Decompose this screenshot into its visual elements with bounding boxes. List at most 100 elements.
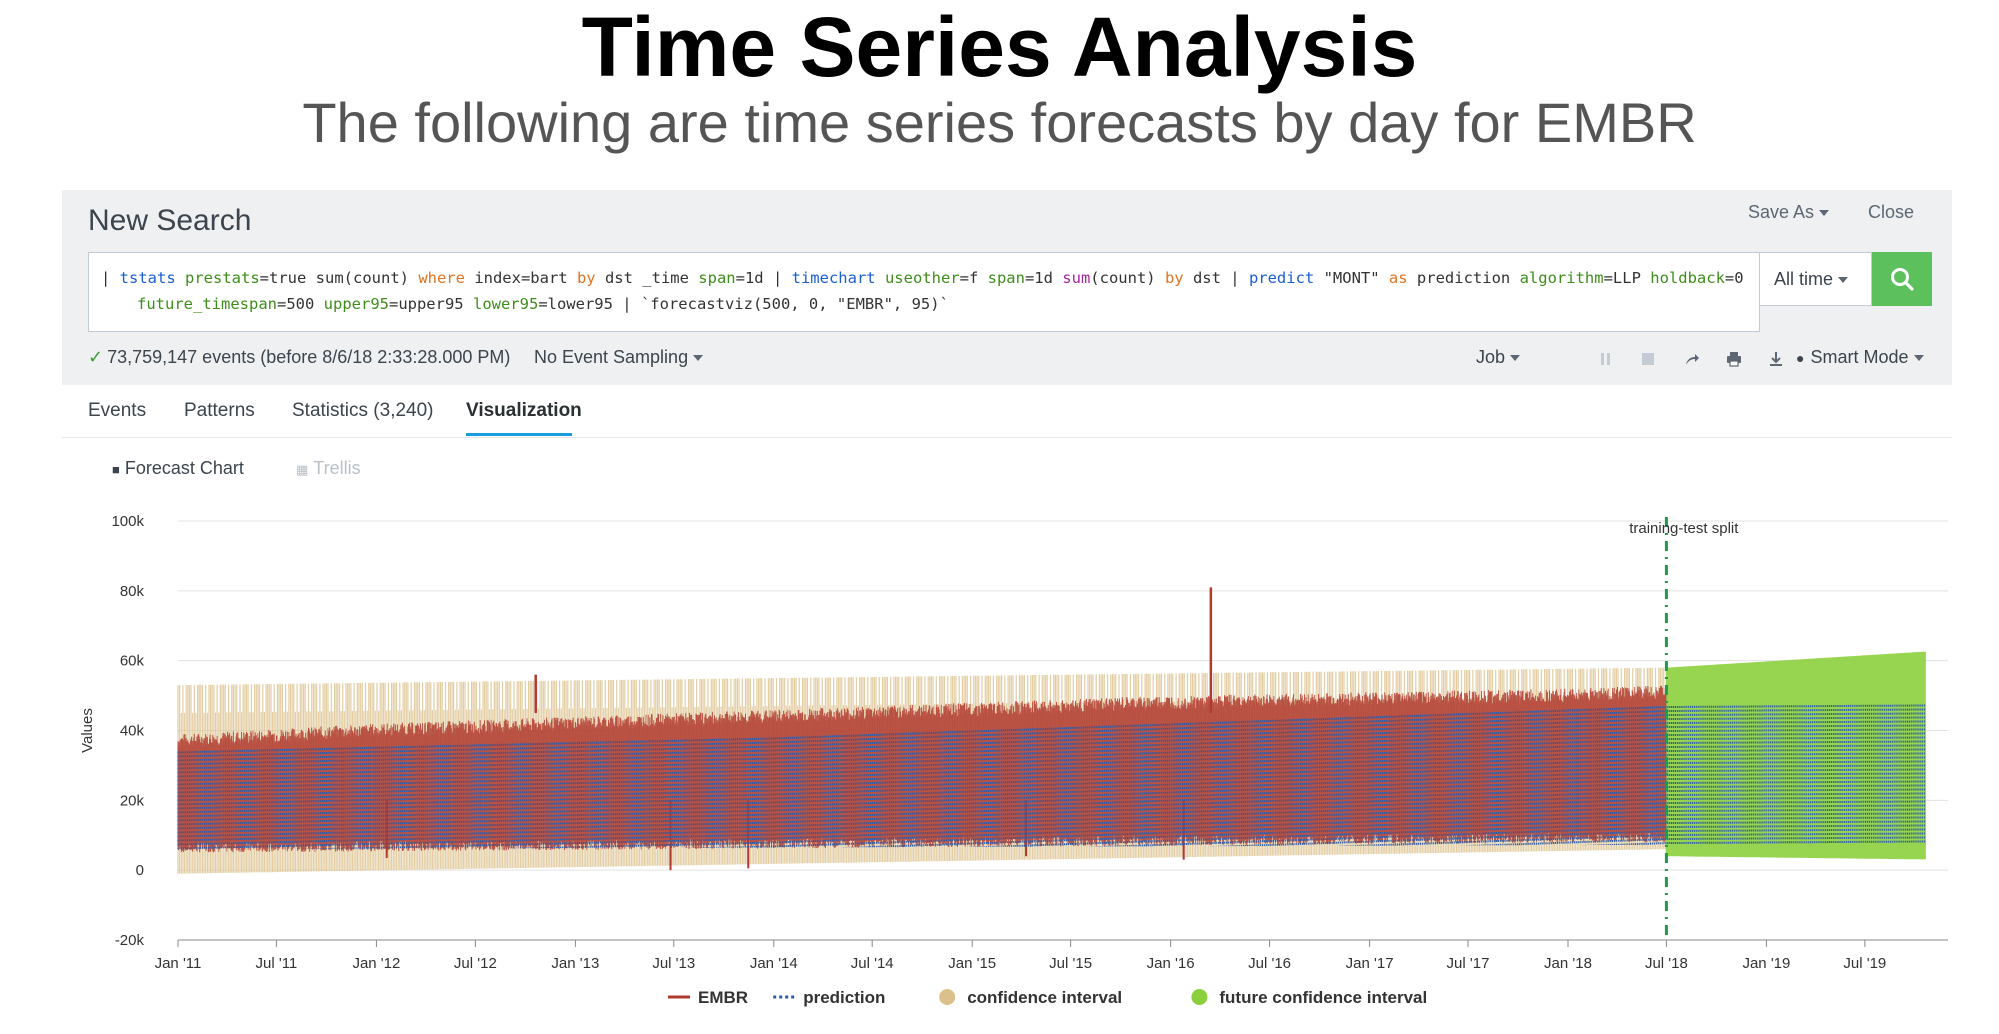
close-button[interactable]: Close [1868, 202, 1915, 222]
chevron-down-icon [1819, 210, 1830, 217]
query-token: span [698, 269, 736, 287]
share-icon[interactable] [1682, 349, 1702, 369]
tab-visualization[interactable]: Visualization [466, 400, 582, 421]
tab-statistics[interactable]: Statistics (3,240) [292, 400, 434, 421]
x-tick-label: Jul '17 [1447, 955, 1490, 972]
query-token: timechart [791, 269, 876, 287]
forecast-chart-button[interactable]: ■ Forecast Chart [112, 458, 244, 479]
y-tick-label: 100k [111, 513, 144, 530]
split-label: training-test split [1629, 520, 1739, 537]
search-button[interactable] [1872, 252, 1932, 306]
chevron-down-icon [693, 355, 704, 362]
x-tick-label: Jan '13 [551, 955, 599, 972]
query-token: =true sum(count) [259, 269, 419, 287]
query-token: useother [884, 269, 960, 287]
x-tick-label: Jul '16 [1248, 955, 1291, 972]
x-tick-label: Jan '17 [1346, 955, 1394, 972]
query-token: algorithm [1519, 269, 1604, 287]
query-token: =500 [276, 295, 324, 313]
slide-subtitle: The following are time series forecasts … [302, 91, 1697, 154]
x-tick-label: Jan '16 [1147, 955, 1195, 972]
query-token: "MONT" [1314, 269, 1389, 287]
query-token: dst _time [595, 269, 699, 287]
query-token: =LLP [1603, 269, 1651, 287]
legend-swatch [1191, 989, 1208, 1005]
status-row: ✓ 73,759,147 events (before 8/6/18 2:33:2… [88, 347, 1928, 375]
forecast-chart-label: Forecast Chart [124, 458, 244, 478]
x-tick-label: Jan '14 [750, 955, 798, 972]
legend-swatch [939, 989, 956, 1005]
query-token: index=bart [464, 269, 577, 287]
y-tick-label: -20k [115, 932, 145, 949]
x-tick-label: Jul '11 [256, 955, 298, 972]
x-tick-label: Jul '19 [1843, 955, 1886, 972]
x-tick-label: Jan '18 [1544, 955, 1592, 972]
events-status-text: 73,759,147 events (before 8/6/18 2:33:28… [107, 347, 511, 367]
event-sampling-menu[interactable]: No Event Sampling [534, 347, 704, 368]
query-token: (count) [1090, 269, 1165, 287]
x-tick-label: Jul '14 [851, 955, 894, 972]
legend-label: EMBR [698, 988, 748, 1007]
y-tick-label: 0 [136, 862, 144, 879]
job-menu[interactable]: Job [1476, 347, 1521, 368]
chevron-down-icon [1913, 355, 1924, 362]
tab-events[interactable]: Events [88, 400, 147, 421]
results-tabs: Events Patterns Statistics (3,240) Visua… [62, 386, 1952, 438]
query-token: =lower95 | `forecastviz(500, 0, "EMBR", … [538, 295, 949, 313]
events-status: ✓ 73,759,147 events (before 8/6/18 2:33:2… [88, 347, 510, 368]
y-axis-label: Values [79, 708, 96, 753]
search-mode-menu[interactable]: ● Smart Mode [1796, 347, 1924, 368]
lightbulb-icon: ● [1796, 350, 1805, 366]
puzzle-icon: ■ [112, 462, 120, 477]
query-token: as [1388, 269, 1408, 287]
time-range-label: All time [1774, 269, 1834, 289]
print-icon[interactable] [1724, 349, 1744, 369]
query-token: sum [1062, 269, 1091, 287]
y-tick-label: 20k [120, 792, 145, 809]
x-tick-label: Jan '12 [352, 955, 400, 972]
query-token: future_timespan [137, 295, 277, 313]
slide-title: Time Series Analysis [581, 0, 1418, 94]
prediction-line [177, 704, 1926, 850]
query-token: =upper95 [388, 295, 473, 313]
query-token: =f [959, 269, 988, 287]
grid-icon: ▦ [296, 462, 309, 477]
x-tick-label: Jul '13 [652, 955, 695, 972]
query-token: by [1164, 269, 1184, 287]
query-token: upper95 [323, 295, 389, 313]
prediction-series [177, 704, 1926, 850]
x-tick-label: Jan '11 [155, 955, 202, 972]
search-query-input[interactable]: | tstats prestats=true sum(count) where … [88, 252, 1760, 332]
legend-label: confidence interval [967, 988, 1122, 1007]
time-range-picker[interactable]: All time [1760, 252, 1872, 306]
query-token: prediction [1407, 269, 1520, 287]
query-line-2: future_timespan=500 upper95=upper95 lowe… [101, 291, 1747, 317]
export-icon[interactable] [1766, 349, 1786, 369]
event-sampling-label: No Event Sampling [534, 347, 689, 367]
trellis-button[interactable]: ▦ Trellis [296, 458, 361, 479]
pause-icon[interactable] [1596, 349, 1616, 369]
query-token: predict [1248, 269, 1315, 287]
stop-icon[interactable] [1638, 349, 1658, 369]
y-tick-label: 80k [120, 583, 145, 600]
tab-patterns[interactable]: Patterns [184, 400, 255, 421]
search-icon [1891, 268, 1914, 291]
search-mode-label: Smart Mode [1810, 347, 1909, 367]
query-token: by [576, 269, 596, 287]
job-label: Job [1476, 347, 1506, 367]
training-test-split: training-test split [1629, 517, 1739, 940]
x-tick-label: Jul '15 [1049, 955, 1092, 972]
y-tick-label: 60k [120, 653, 145, 670]
query-token: prestats [185, 269, 260, 287]
trellis-label: Trellis [313, 458, 361, 478]
search-panel: New Search Save As Close | tstats presta… [62, 190, 1952, 385]
legend-label: prediction [803, 988, 885, 1007]
x-tick-label: Jan '19 [1742, 955, 1790, 972]
active-tab-indicator [466, 433, 572, 436]
save-as-menu[interactable]: Save As [1748, 202, 1830, 223]
query-token: span [987, 269, 1025, 287]
check-icon: ✓ [88, 347, 104, 367]
query-token: =0 [1724, 269, 1744, 287]
query-token: | [101, 269, 120, 287]
